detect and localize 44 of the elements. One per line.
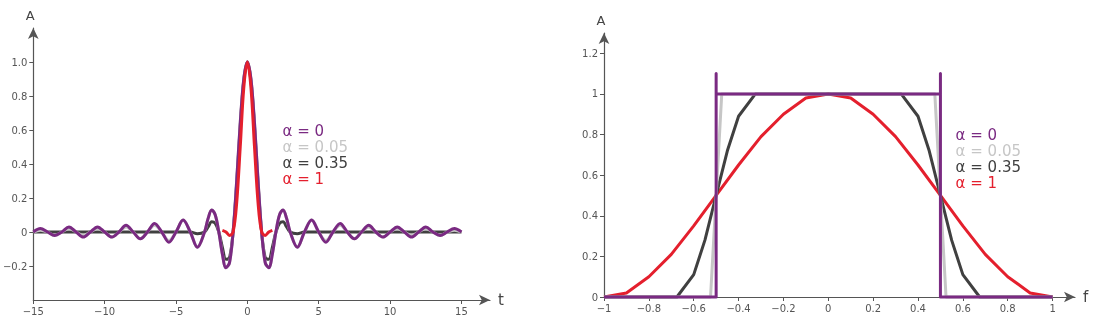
y-tick-label: −0.2 — [2, 260, 28, 272]
x-tick-label: −0.8 — [636, 302, 662, 314]
x-tick-label: −10 — [94, 305, 116, 317]
x-tick-label: −5 — [168, 305, 184, 317]
series-label: α = 0 — [955, 125, 998, 144]
x-tick-label: −1 — [596, 302, 612, 314]
y-tick-label: 1.2 — [582, 47, 598, 59]
x-tick-label: −0.4 — [726, 302, 751, 314]
series-label: α = 1 — [282, 169, 325, 188]
x-axis-title: f — [1083, 288, 1089, 306]
x-tick-label: 1 — [1049, 302, 1056, 314]
x-tick-label: 0 — [244, 305, 251, 317]
y-tick-label: 0.4 — [11, 158, 28, 170]
series-label: α = 1 — [955, 173, 998, 192]
x-tick-label: 5 — [315, 305, 322, 317]
series-label: α = 0.35 — [282, 153, 348, 172]
x-tick-label: −0.2 — [771, 302, 796, 314]
x-tick-label: 0.6 — [954, 302, 971, 314]
x-tick-label: 0 — [825, 302, 832, 314]
x-tick-label: −0.6 — [681, 302, 706, 314]
x-tick-label: 10 — [383, 305, 397, 317]
x-tick-label: 0.4 — [910, 302, 926, 314]
y-tick-label: 0.6 — [11, 124, 28, 136]
y-tick-label: 0.6 — [582, 169, 598, 181]
series-label: α = 0 — [282, 121, 325, 140]
series-label: α = 0.05 — [955, 141, 1021, 160]
y-axis-title: A — [596, 13, 606, 28]
y-tick-label: 0.4 — [582, 210, 598, 222]
x-tick-label: 0.8 — [999, 302, 1016, 314]
y-tick-label: 0.8 — [11, 90, 28, 102]
y-tick-label: 1.0 — [11, 56, 28, 68]
series-label: α = 0.05 — [282, 137, 348, 156]
y-tick-label: 1 — [591, 88, 598, 100]
y-tick-label: 0 — [591, 291, 598, 303]
y-tick-label: 0.8 — [582, 129, 598, 141]
x-tick-label: −15 — [22, 305, 44, 317]
y-axis-title: A — [25, 8, 35, 23]
y-tick-label: 0 — [20, 226, 28, 238]
series-label: α = 0.35 — [955, 157, 1021, 176]
y-tick-label: 0.2 — [582, 250, 598, 262]
x-tick-label: 0.2 — [865, 302, 882, 314]
x-tick-label: 15 — [455, 305, 468, 317]
y-tick-label: 0.2 — [11, 192, 28, 204]
x-axis-title: t — [498, 291, 504, 309]
